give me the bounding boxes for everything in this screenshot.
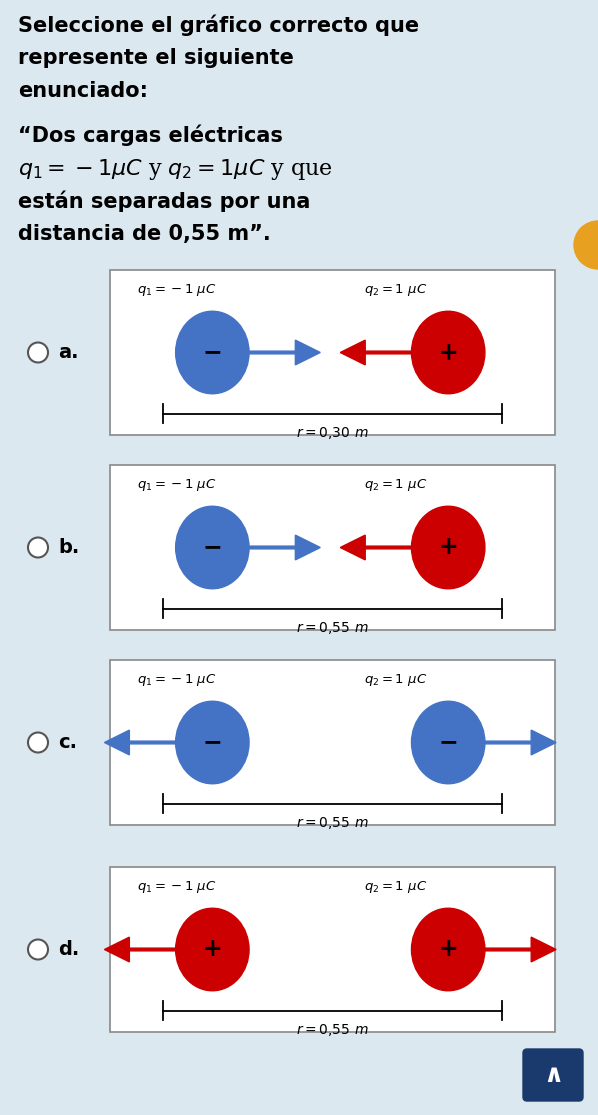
Text: −: −: [438, 730, 458, 755]
Text: Seleccione el gráfico correcto que: Seleccione el gráfico correcto que: [18, 14, 419, 37]
Circle shape: [28, 733, 48, 753]
Ellipse shape: [411, 311, 485, 394]
Bar: [110, 465, 555, 630]
FancyArrow shape: [105, 730, 176, 755]
Bar: [110, 660, 555, 825]
Text: −: −: [203, 340, 222, 365]
Bar: [110, 867, 555, 1032]
Text: $r = 0{,}30\ m$: $r = 0{,}30\ m$: [296, 426, 369, 442]
Text: $q_1 = -1\ \mu C$: $q_1 = -1\ \mu C$: [137, 476, 216, 493]
Text: distancia de 0,55 m”.: distancia de 0,55 m”.: [18, 224, 271, 244]
Text: $q_1 = -1\ \mu C$: $q_1 = -1\ \mu C$: [137, 879, 216, 894]
Ellipse shape: [176, 909, 249, 991]
Text: −: −: [203, 730, 222, 755]
FancyArrow shape: [485, 937, 556, 962]
Text: $q_1 = -1\ \mu C$: $q_1 = -1\ \mu C$: [137, 671, 216, 688]
Text: −: −: [203, 535, 222, 560]
Circle shape: [28, 537, 48, 558]
Text: $q_2 = 1\ \mu C$: $q_2 = 1\ \mu C$: [364, 282, 427, 298]
FancyArrow shape: [249, 340, 321, 365]
FancyArrow shape: [105, 937, 176, 962]
Ellipse shape: [411, 506, 485, 589]
Text: represente el siguiente: represente el siguiente: [18, 48, 294, 68]
Text: +: +: [438, 340, 458, 365]
Text: están separadas por una: están separadas por una: [18, 191, 310, 213]
Ellipse shape: [176, 701, 249, 784]
FancyArrow shape: [340, 340, 411, 365]
Text: ∧: ∧: [543, 1063, 563, 1087]
Ellipse shape: [411, 701, 485, 784]
Bar: [110, 270, 555, 435]
Text: d.: d.: [58, 940, 80, 959]
Text: $q_2 = 1\ \mu C$: $q_2 = 1\ \mu C$: [364, 671, 427, 688]
Circle shape: [28, 940, 48, 960]
Text: $q_1 = -1\ \mu C$: $q_1 = -1\ \mu C$: [137, 282, 216, 298]
Text: $r = 0{,}55\ m$: $r = 0{,}55\ m$: [296, 815, 369, 832]
Text: $q_2 = 1\ \mu C$: $q_2 = 1\ \mu C$: [364, 879, 427, 894]
FancyBboxPatch shape: [523, 1049, 583, 1101]
Ellipse shape: [176, 506, 249, 589]
Ellipse shape: [176, 311, 249, 394]
Text: “Dos cargas eléctricas: “Dos cargas eléctricas: [18, 124, 283, 145]
Text: +: +: [438, 535, 458, 560]
Ellipse shape: [411, 909, 485, 991]
Text: a.: a.: [58, 343, 78, 362]
Text: enunciado:: enunciado:: [18, 81, 148, 101]
Text: $q_2 = 1\ \mu C$: $q_2 = 1\ \mu C$: [364, 476, 427, 493]
FancyArrow shape: [249, 535, 321, 560]
Text: b.: b.: [58, 539, 80, 558]
FancyArrow shape: [485, 730, 556, 755]
Text: $q_1 = -1\mu C$ y $q_2 = 1\mu C$ y que: $q_1 = -1\mu C$ y $q_2 = 1\mu C$ y que: [18, 157, 333, 182]
Text: +: +: [203, 938, 222, 961]
Text: $r = 0{,}55\ m$: $r = 0{,}55\ m$: [296, 1022, 369, 1038]
Text: c.: c.: [58, 733, 77, 752]
Text: +: +: [438, 938, 458, 961]
Circle shape: [574, 221, 598, 269]
Circle shape: [28, 342, 48, 362]
FancyArrow shape: [340, 535, 411, 560]
Text: $r = 0{,}55\ m$: $r = 0{,}55\ m$: [296, 620, 369, 637]
